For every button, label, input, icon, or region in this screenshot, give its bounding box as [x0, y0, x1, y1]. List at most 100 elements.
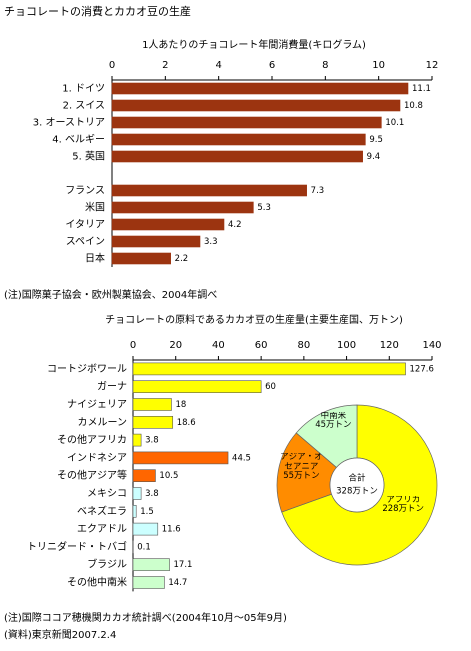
- bar: [132, 469, 156, 483]
- value-label: 1.5: [140, 507, 154, 517]
- slice-text: アフリカ: [386, 495, 421, 505]
- value-label: 17.1: [174, 560, 193, 570]
- bar: [111, 252, 171, 265]
- x-tick-label: 2: [162, 60, 168, 71]
- x-tick-label: 0: [130, 340, 136, 351]
- value-label: 7.3: [311, 186, 325, 196]
- value-label: 44.5: [232, 453, 251, 463]
- value-label: 14.7: [168, 578, 187, 588]
- x-tick-label: 12: [426, 60, 439, 71]
- bar: [111, 201, 254, 214]
- value-label: 60: [265, 382, 276, 392]
- value-label: 11.6: [162, 525, 181, 535]
- y-tick-label: インドネシア: [67, 452, 127, 464]
- bar: [132, 380, 262, 394]
- y-tick-label: 2. スイス: [63, 101, 105, 112]
- y-tick-label: 4. ベルギー: [52, 134, 105, 146]
- y-tick-label: フランス: [65, 185, 105, 197]
- bar: [111, 235, 201, 248]
- bar: [132, 522, 159, 536]
- y-tick-label: エクアドル: [77, 523, 127, 535]
- bar: [111, 99, 401, 112]
- bar: [132, 558, 170, 572]
- bar: [111, 150, 363, 163]
- bar: [111, 82, 409, 95]
- x-tick-label: 60: [255, 340, 268, 351]
- y-tick-label: カメルーン: [78, 416, 128, 428]
- bar: [132, 415, 174, 429]
- bar: [132, 433, 142, 447]
- x-tick-label: 0: [109, 60, 115, 71]
- note: (注)国際ココア穂機関カカオ統計調べ(2004年10月～05年9月): [4, 611, 287, 624]
- bar: [132, 504, 137, 518]
- slice-text: 228万トン: [382, 504, 425, 515]
- value-label: 2.2: [175, 254, 189, 264]
- bar: [132, 576, 165, 589]
- x-tick-label: 10: [372, 60, 385, 71]
- bar: [132, 487, 142, 500]
- center-label: 合計: [348, 473, 366, 484]
- value-label: 3.8: [145, 436, 159, 446]
- slice-text: アジア・オセアニア: [280, 452, 323, 472]
- value-label: 10.5: [159, 471, 178, 481]
- x-tick-label: 40: [212, 340, 225, 351]
- slice-text: 45万トン: [315, 420, 352, 431]
- x-tick-label: 80: [297, 340, 310, 351]
- value-label: 11.1: [412, 84, 431, 94]
- y-tick-label: 3. オーストリア: [33, 117, 105, 129]
- x-tick-label: 20: [169, 340, 182, 351]
- y-tick-label: イタリア: [65, 219, 105, 231]
- y-tick-label: コートジボワール: [47, 363, 127, 375]
- donut-hole: [329, 457, 385, 513]
- value-label: 10.1: [385, 118, 404, 128]
- y-tick-label: 5. 英国: [72, 150, 105, 163]
- x-tick-label: 4: [215, 60, 221, 71]
- y-tick-label: ベネズエラ: [77, 504, 127, 517]
- value-label: 9.4: [367, 152, 381, 162]
- x-tick-label: 140: [422, 340, 441, 351]
- bar: [132, 362, 406, 376]
- y-tick-label: ガーナ: [97, 381, 127, 393]
- value-label: 3.3: [204, 237, 218, 247]
- bar: [111, 218, 225, 231]
- x-tick-label: 100: [337, 340, 356, 351]
- value-label: 18: [175, 400, 186, 410]
- value-label: 3.8: [145, 489, 159, 499]
- value-label: 10.8: [404, 101, 423, 111]
- y-tick-label: スペイン: [66, 237, 105, 248]
- bar: [111, 133, 366, 146]
- note: (資料)東京新聞2007.2.4: [4, 628, 116, 641]
- bar: [132, 398, 172, 411]
- x-tick-label: 120: [380, 340, 399, 351]
- y-tick-label: その他アジア等: [57, 469, 127, 482]
- y-tick-label: ナイジェリア: [67, 399, 127, 411]
- chart-title: 1人あたりのチョコレート年間消費量(キログラム): [142, 38, 366, 51]
- chart-title: チョコレートの原料であるカカオ豆の生産量(主要生産国、万トン): [105, 313, 403, 326]
- y-tick-label: 日本: [85, 252, 105, 265]
- page-title: チョコレートの消費とカカオ豆の生産: [4, 4, 191, 18]
- bar: [111, 116, 382, 129]
- note: (注)国際菓子協会・欧州製菓協会、2004年調べ: [4, 288, 217, 301]
- slice-text: 55万トン: [283, 471, 320, 482]
- y-tick-label: ブラジル: [87, 558, 127, 571]
- slice-text: 中南米: [320, 411, 347, 421]
- total-label: 328万トン: [336, 487, 378, 497]
- x-tick-label: 8: [322, 60, 328, 71]
- value-label: 5.3: [257, 203, 271, 213]
- value-label: 0.1: [137, 542, 151, 552]
- y-tick-label: メキシコ: [87, 489, 127, 500]
- y-tick-label: 米国: [85, 201, 105, 214]
- y-tick-label: その他中南米: [67, 576, 127, 589]
- y-tick-label: トリニダード・トバゴ: [27, 540, 127, 553]
- y-tick-label: 1. ドイツ: [62, 84, 105, 95]
- bar: [111, 184, 307, 197]
- value-label: 9.5: [369, 135, 383, 145]
- value-label: 18.6: [177, 418, 196, 428]
- value-label: 4.2: [228, 220, 242, 230]
- x-tick-label: 6: [269, 60, 275, 71]
- value-label: 127.6: [410, 364, 434, 374]
